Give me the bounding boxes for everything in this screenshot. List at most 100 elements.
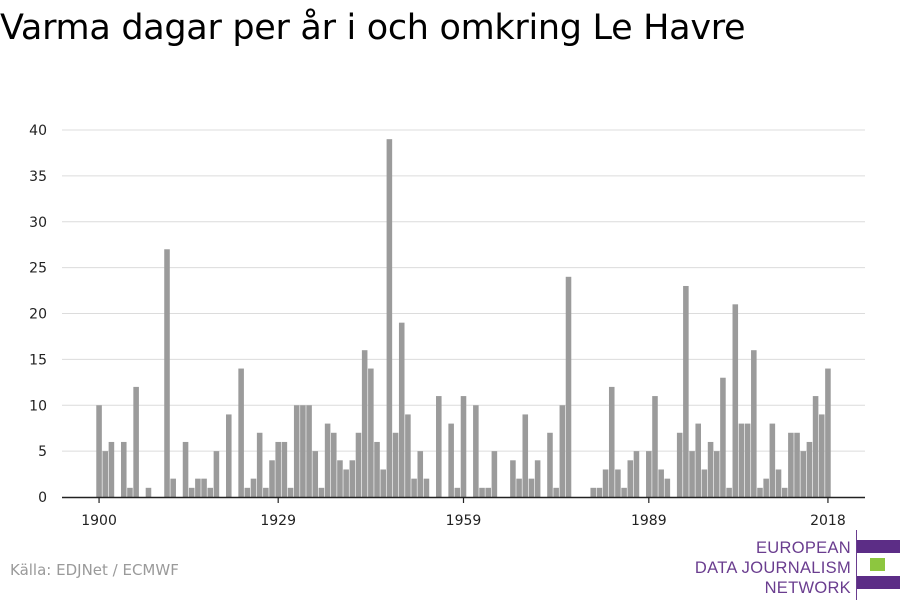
bar-1995 bbox=[683, 285, 689, 497]
y-tick-label-0: 0 bbox=[38, 490, 47, 506]
y-tick-label-35: 35 bbox=[29, 169, 47, 185]
bar-1905 bbox=[127, 487, 133, 497]
bar-1952 bbox=[417, 451, 424, 498]
bar-1971 bbox=[534, 460, 541, 497]
bar-1958 bbox=[454, 487, 461, 497]
bar-1983 bbox=[608, 386, 615, 497]
bar-1953 bbox=[423, 478, 430, 497]
bar-1940 bbox=[343, 469, 349, 497]
bar-2016 bbox=[812, 396, 819, 497]
bar-1955 bbox=[436, 396, 442, 497]
bar-1975 bbox=[559, 405, 566, 497]
bar-1930 bbox=[281, 441, 288, 497]
bar-1964 bbox=[491, 451, 498, 498]
bar-1904 bbox=[120, 441, 127, 497]
x-tick-label-1929: 1929 bbox=[260, 513, 296, 529]
bar-2003 bbox=[732, 304, 739, 497]
bar-2000 bbox=[713, 451, 720, 498]
bar-1938 bbox=[331, 432, 337, 497]
bar-1924 bbox=[244, 487, 251, 497]
bar-1980 bbox=[590, 487, 596, 497]
bar-1947 bbox=[386, 139, 393, 497]
bar-1973 bbox=[547, 432, 553, 497]
logo-text: EUROPEAN DATA JOURNALISM NETWORK bbox=[695, 538, 851, 598]
bar-2011 bbox=[781, 487, 788, 497]
bar-2002 bbox=[726, 487, 732, 497]
bar-1999 bbox=[707, 441, 714, 497]
bar-1962 bbox=[479, 487, 485, 497]
bar-1943 bbox=[361, 350, 368, 497]
source-label: Källa: EDJNet / ECMWF bbox=[10, 561, 179, 579]
bar-1917 bbox=[201, 478, 207, 497]
logo-line-3: NETWORK bbox=[764, 579, 851, 597]
bar-1931 bbox=[287, 487, 294, 497]
bar-1937 bbox=[324, 423, 331, 497]
bar-1900 bbox=[96, 405, 102, 497]
bar-1967 bbox=[510, 460, 516, 497]
bar-1912 bbox=[170, 478, 176, 497]
bar-1981 bbox=[596, 487, 603, 497]
bar-chart: 1900 1929 1959 1989 2018 0 5 10 15 20 25 30 35 40 bbox=[29, 123, 865, 529]
logo-bar-middle bbox=[870, 558, 885, 571]
logo-line-1: EUROPEAN bbox=[755, 539, 851, 557]
bar-1987 bbox=[633, 451, 640, 498]
bar-1959 bbox=[460, 396, 467, 497]
y-tick-label-40: 40 bbox=[29, 123, 47, 139]
bar-1928 bbox=[269, 460, 275, 497]
bar-1932 bbox=[293, 405, 300, 497]
bars bbox=[96, 139, 831, 498]
bar-1949 bbox=[398, 322, 405, 497]
bar-2004 bbox=[738, 423, 745, 497]
bar-1911 bbox=[164, 249, 170, 497]
bar-1925 bbox=[250, 478, 257, 497]
bar-1919 bbox=[213, 451, 220, 498]
bar-1990 bbox=[652, 396, 658, 497]
bar-1998 bbox=[701, 469, 708, 497]
x-axis: 1900 1929 1959 1989 2018 bbox=[62, 496, 865, 529]
logo-line-2: DATA JOURNALISM bbox=[694, 559, 851, 577]
bar-1923 bbox=[238, 368, 244, 497]
bar-1989 bbox=[646, 451, 652, 498]
bar-1916 bbox=[195, 478, 201, 497]
bar-1948 bbox=[392, 432, 399, 497]
bar-2005 bbox=[744, 423, 751, 497]
bar-1991 bbox=[658, 469, 664, 497]
bar-1976 bbox=[565, 276, 572, 497]
x-tick-label-1959: 1959 bbox=[446, 513, 482, 529]
y-tick-label-10: 10 bbox=[29, 398, 47, 414]
bar-1901 bbox=[102, 451, 109, 498]
logo-divider bbox=[856, 530, 857, 600]
bar-2008 bbox=[763, 478, 769, 497]
bar-1939 bbox=[337, 460, 343, 497]
bar-1968 bbox=[516, 478, 522, 497]
bar-2017 bbox=[818, 414, 825, 497]
bar-1915 bbox=[188, 487, 195, 497]
bar-1970 bbox=[528, 478, 535, 497]
bar-1992 bbox=[664, 478, 671, 497]
logo-bar-top bbox=[857, 540, 900, 553]
bar-1936 bbox=[318, 487, 325, 497]
bar-1908 bbox=[145, 487, 152, 497]
bar-1961 bbox=[473, 405, 479, 497]
bar-1957 bbox=[448, 423, 454, 497]
y-tick-label-15: 15 bbox=[29, 352, 47, 368]
bar-1969 bbox=[522, 414, 529, 497]
y-tick-label-30: 30 bbox=[29, 215, 47, 231]
bar-2006 bbox=[751, 350, 757, 497]
bar-1986 bbox=[627, 460, 634, 497]
bar-1941 bbox=[349, 460, 356, 497]
chart-title: Varma dagar per år i och omkring Le Havr… bbox=[0, 8, 746, 48]
bar-1933 bbox=[300, 405, 306, 497]
bar-1985 bbox=[621, 487, 627, 497]
bar-1994 bbox=[676, 432, 683, 497]
bar-1946 bbox=[380, 469, 386, 497]
y-tick-label-5: 5 bbox=[38, 444, 47, 460]
bar-1945 bbox=[374, 441, 380, 497]
bar-1918 bbox=[207, 487, 214, 497]
bar-1942 bbox=[355, 432, 362, 497]
y-tick-label-20: 20 bbox=[29, 307, 47, 323]
logo-bar-bottom bbox=[857, 576, 900, 589]
bar-2013 bbox=[794, 432, 800, 497]
bar-1927 bbox=[263, 487, 269, 497]
bar-1996 bbox=[689, 451, 695, 498]
